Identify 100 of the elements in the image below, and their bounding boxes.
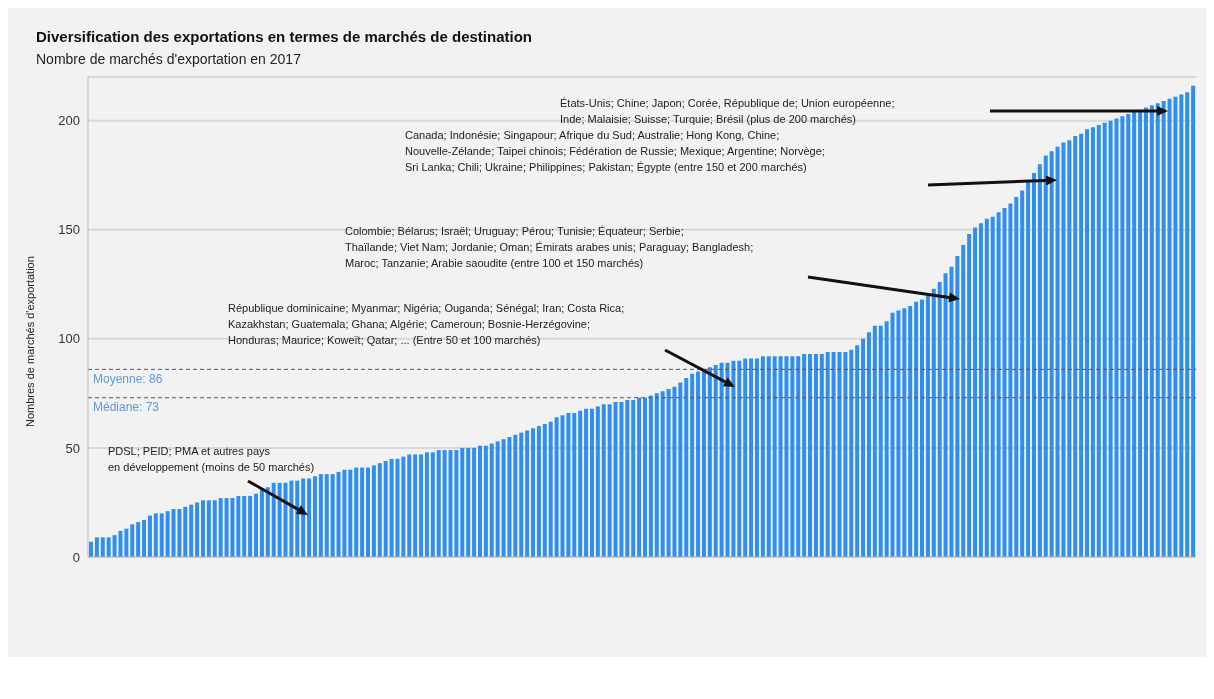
bar [1132,111,1137,557]
bar [937,282,942,557]
bar [1090,127,1095,557]
bar [436,450,441,557]
bar [259,489,264,557]
bar [1014,197,1019,557]
bar [548,421,553,557]
bar [324,474,329,557]
bar [366,467,370,557]
bar [165,511,170,557]
y-tick-label: 200 [58,113,80,129]
bar [248,495,253,557]
bar [200,500,205,557]
bar [713,365,718,557]
bar [142,519,147,557]
bar [978,223,983,557]
y-tick-label: 100 [58,331,80,347]
bar [1143,107,1148,557]
bar [424,452,429,557]
annotation: Colombie; Bélarus; Israël; Uruguay; Pérou; Tunisie; Équateur; Serbie; Thaïlande; Viet Nam; Jordanie; Oman; Émirats arabes unis; Paraguay; Bangladesh; Maroc; Tanzanie; Arabie saoudite (entre 100 et 150 marchés) [345,225,754,269]
bar [802,354,807,557]
bar [189,504,194,557]
bar [931,288,936,557]
bar [513,434,518,557]
bar [377,463,382,557]
bar [684,378,689,557]
bar [483,445,488,557]
bar [855,345,860,557]
bar [94,537,99,557]
bar [601,404,606,557]
bar [542,423,547,557]
bar [861,338,866,557]
bar [525,430,530,557]
bar [696,371,701,557]
ref-line-label: Médiane: 73 [93,400,160,415]
bar [961,245,966,557]
bar [218,498,223,557]
y-tick-label: 50 [65,440,80,456]
bar [1191,85,1196,557]
bar [195,502,200,557]
bar [637,397,642,557]
bar [973,227,978,557]
annotation: PDSL; PEID; PMA et autres pays en développement (moins de 50 marchés) [108,445,315,473]
bar [147,515,152,557]
bar [707,367,712,557]
ref-line-label: Moyenne: 86 [93,371,163,386]
bar [796,356,801,557]
bar [413,454,418,557]
bar [1079,133,1084,557]
bar [430,452,435,557]
bar [466,447,471,557]
bar [312,476,317,557]
bar [990,216,995,557]
bar [878,325,883,557]
bar [242,495,247,557]
bar [136,522,141,557]
bar [843,351,848,557]
bar [236,495,241,557]
bar [1085,129,1090,557]
bar [813,354,818,557]
bar [330,474,335,557]
bar [808,354,813,557]
bar [419,454,424,557]
bar [401,456,406,557]
bar [106,537,111,557]
bar [772,356,777,557]
bar [1026,181,1031,557]
bar [766,356,771,557]
bar [866,332,871,557]
bar [595,406,600,557]
bar [360,467,365,557]
bar [1031,173,1036,557]
bar [920,299,924,557]
bar [265,487,270,557]
bar [743,358,748,557]
bar [271,482,276,557]
bar [631,399,636,557]
bar [383,461,388,557]
bar [749,358,754,557]
annotation: République dominicaine; Myanmar; Nigéria; Ouganda; Sénégal; Iran; Costa Rica; Kazakhstan; Guatemala; Ghana; Algérie; Cameroun; Bosnie-Herzégovine; Honduras; Maurice; Koweït; Qatar; ... (Entre 50 et 100 marchés) [228,302,625,346]
bar [536,426,541,557]
bar [902,308,907,557]
bar [690,373,695,557]
bar [407,454,412,557]
bar [790,356,795,557]
bar [819,354,824,557]
bar [206,500,211,557]
annotation: Canada; Indonésie; Singapour; Afrique du Sud; Australie; Hong Kong, Chine; Nouvelle-Zélande; Taipei chinois; Fédération de Russie; Mexique; Argentine; Norvège; Sri Lanka; Chili; Ukraine; Philippines; Pakistan; Égypte (entre 150 et 200 marchés) [405,129,825,173]
bar [495,441,500,557]
bar [289,480,294,557]
bar [914,301,919,557]
bar [89,541,93,557]
bar [719,362,724,557]
bar [124,528,129,557]
bar [100,537,105,557]
bar [872,325,877,557]
bar [701,369,706,557]
bar [625,399,630,557]
bar [477,445,482,557]
bar [442,450,447,557]
